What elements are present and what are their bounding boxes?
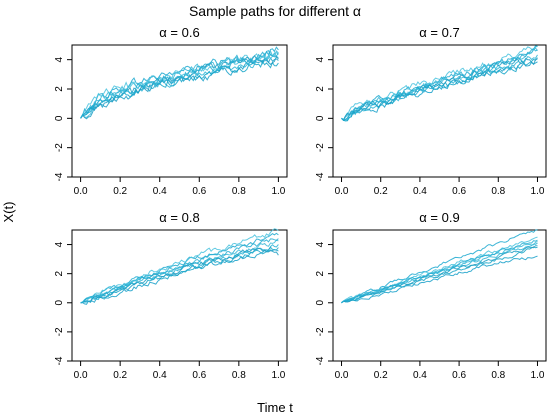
series-line: [80, 60, 279, 119]
panel-2: α = 0.7 0.0 0.2 0.4 0.6 0.8 1.0 -4 -2 0 2 4: [315, 25, 547, 197]
series-line: [80, 249, 279, 305]
panel-1: α = 0.6 0.0 0.2 0.4 0.6 0.8 1.0 -4 -2 0 2 4: [54, 25, 288, 197]
y-tick-label: 4: [315, 56, 326, 62]
series-line: [80, 49, 279, 119]
y-tick-label: 2: [315, 86, 326, 92]
series-line: [341, 57, 538, 122]
x-tick-label: 1.0: [531, 370, 545, 381]
y-tick-label: -2: [315, 327, 326, 336]
y-tick-label: 2: [315, 270, 326, 276]
x-tick-label: 0.8: [491, 370, 505, 381]
y-tick-label: 0: [54, 300, 65, 306]
x-tick-label: 0.2: [374, 370, 388, 381]
series-line: [341, 236, 538, 304]
series-line: [341, 48, 538, 121]
x-tick-label: 1.0: [271, 186, 285, 197]
y-tick-label: 4: [54, 56, 65, 62]
x-tick-label: 0.8: [491, 186, 505, 197]
series-line: [80, 49, 279, 119]
x-tick-label: 0.6: [192, 370, 206, 381]
x-tick-label: 0.0: [335, 186, 349, 197]
y-tick-label: -4: [54, 172, 65, 181]
figure-title: Sample paths for different α: [189, 3, 361, 19]
series-line: [341, 45, 538, 121]
series-line: [341, 47, 538, 121]
plot-frame: [332, 229, 547, 362]
y-tick-label: 4: [315, 241, 326, 247]
panel-4: α = 0.9 0.0 0.2 0.4 0.6 0.8 1.0 -4 -2 0 2 4: [315, 210, 547, 381]
x-tick-label: 0.0: [335, 370, 349, 381]
y-tick-label: 0: [315, 115, 326, 121]
x-tick-label: 0.4: [153, 186, 167, 197]
series-line: [80, 56, 279, 119]
x-tick-label: 0.2: [113, 370, 127, 381]
figure-xlabel: Time t: [257, 400, 293, 415]
series-line: [341, 255, 538, 304]
y-tick-label: -2: [54, 143, 65, 152]
plot-frame: [332, 44, 547, 178]
y-tick-label: 0: [315, 300, 326, 306]
y-tick-label: -2: [54, 327, 65, 336]
x-tick-label: 0.0: [74, 186, 88, 197]
y-tick-label: 4: [54, 241, 65, 247]
series-line: [341, 61, 538, 122]
x-tick-label: 0.0: [74, 370, 88, 381]
x-tick-label: 0.4: [153, 370, 167, 381]
panel-title: α = 0.8: [159, 210, 199, 225]
y-tick-label: -4: [315, 172, 326, 181]
x-tick-label: 1.0: [531, 186, 545, 197]
x-tick-label: 0.2: [113, 186, 127, 197]
x-tick-label: 0.8: [232, 186, 246, 197]
panel-title: α = 0.7: [419, 25, 459, 40]
panel-title: α = 0.9: [419, 210, 459, 225]
y-tick-label: -4: [315, 356, 326, 365]
plot-frame: [71, 229, 288, 362]
series-line: [341, 246, 538, 304]
panel-3: α = 0.8 0.0 0.2 0.4 0.6 0.8 1.0 -4 -2 0 2 4: [54, 210, 288, 381]
x-tick-label: 0.6: [452, 370, 466, 381]
series-line: [80, 247, 279, 304]
y-tick-label: -2: [315, 143, 326, 152]
y-tick-label: -4: [54, 356, 65, 365]
x-tick-label: 1.0: [271, 370, 285, 381]
panels: α = 0.6 0.0 0.2 0.4 0.6 0.8 1.0 -4 -2 0 2 4 α = 0.7 0…: [54, 25, 547, 381]
plot-frame: [71, 44, 288, 178]
y-tick-label: 0: [54, 115, 65, 121]
series-line: [341, 245, 538, 304]
x-tick-label: 0.8: [232, 370, 246, 381]
x-tick-label: 0.6: [192, 186, 206, 197]
x-tick-label: 0.4: [413, 186, 427, 197]
x-tick-label: 0.6: [452, 186, 466, 197]
figure-ylabel: X(t): [1, 202, 16, 223]
series-line: [341, 239, 538, 304]
series-line: [80, 238, 279, 304]
y-tick-label: 2: [54, 86, 65, 92]
series-line: [80, 52, 279, 119]
panel-title: α = 0.6: [159, 25, 199, 40]
x-tick-label: 0.4: [413, 370, 427, 381]
y-tick-label: 2: [54, 270, 65, 276]
x-tick-label: 0.2: [374, 186, 388, 197]
